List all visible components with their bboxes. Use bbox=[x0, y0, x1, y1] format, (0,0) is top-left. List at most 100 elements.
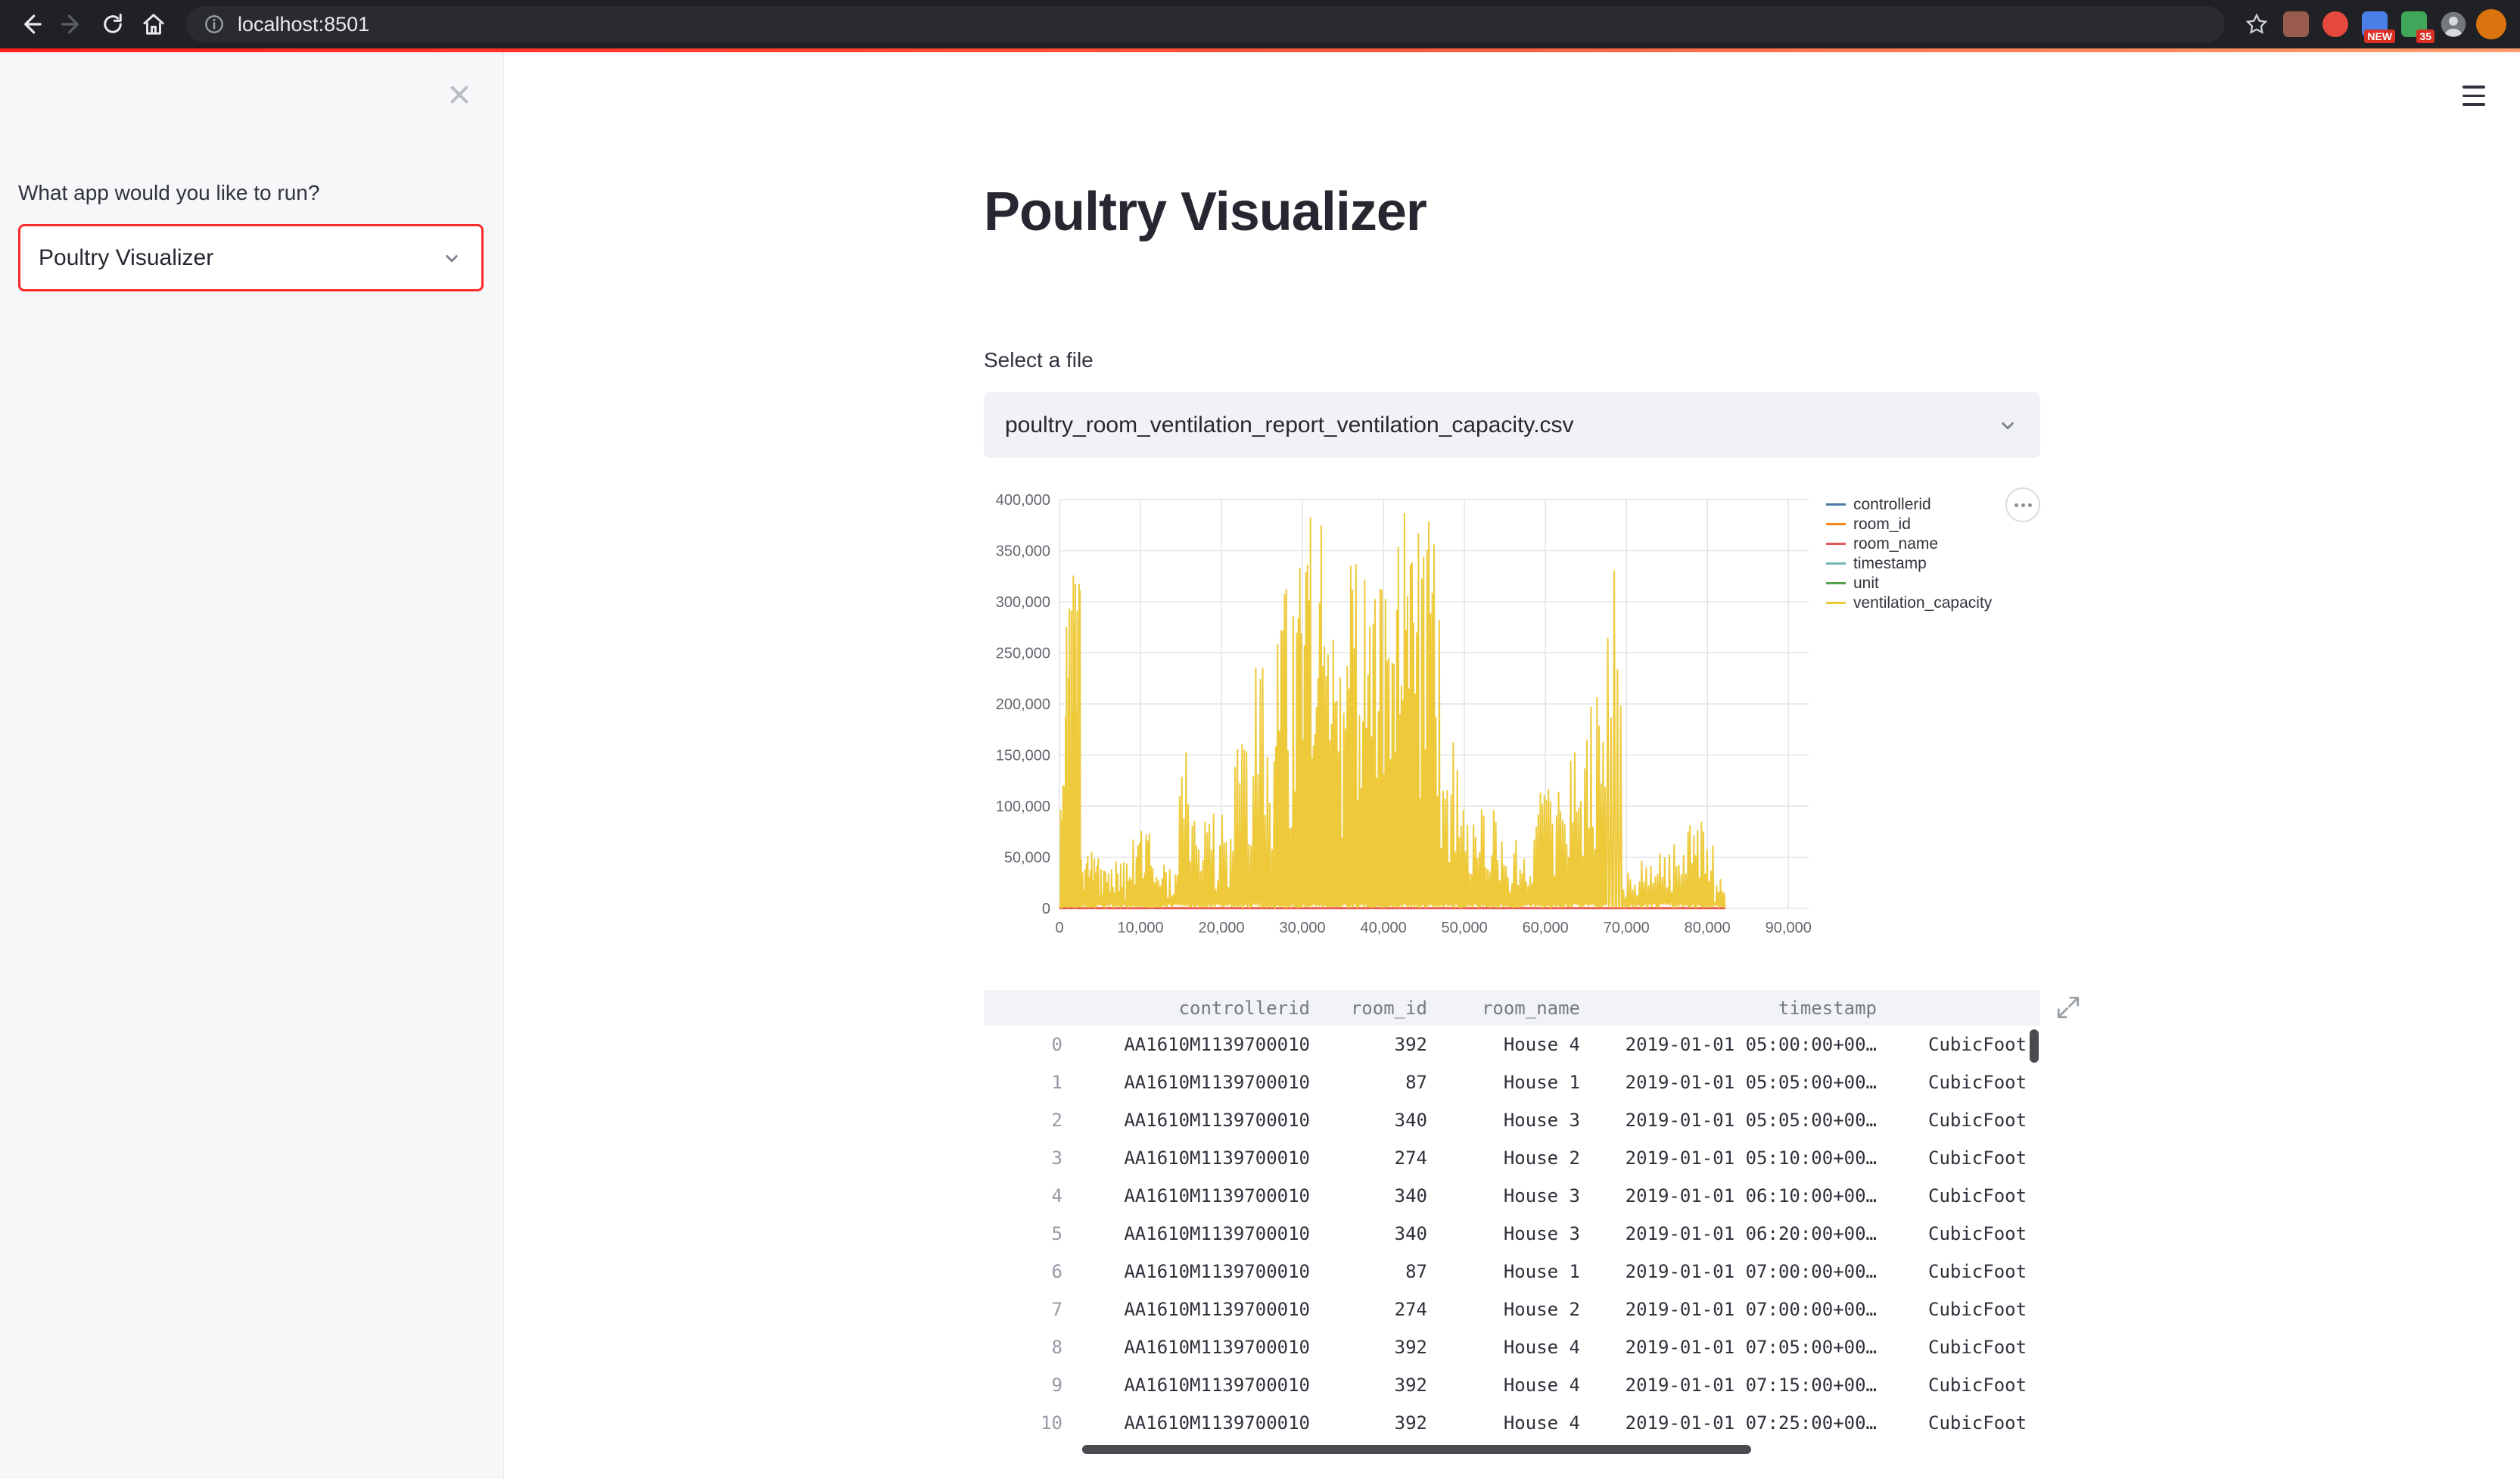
table-cell: CubicFoot bbox=[1928, 1185, 2027, 1207]
column-header: timestamp bbox=[1586, 990, 1883, 1026]
table-row: 1 AA1610M1139700010 87 House 1 2019-01-01 05… bbox=[984, 1063, 2040, 1101]
table-cell: CubicFoot bbox=[1928, 1261, 2027, 1283]
table-cell: 392 bbox=[1394, 1337, 1427, 1359]
account-avatar-orange[interactable] bbox=[2476, 9, 2506, 39]
table-row: 3 AA1610M1139700010 274 House 2 2019-01-01 0… bbox=[984, 1139, 2040, 1177]
legend-item: room_id bbox=[1826, 515, 1992, 533]
vertical-scrollbar-thumb[interactable] bbox=[2030, 1029, 2039, 1063]
extension-red-button[interactable] bbox=[2319, 8, 2352, 41]
column-header bbox=[984, 990, 1082, 1026]
table-cell: 2019-01-01 05:00:00+00… bbox=[1625, 1034, 1877, 1056]
extension-green-button[interactable]: 35 bbox=[2397, 8, 2434, 43]
table-cell: 1 bbox=[1051, 1072, 1062, 1094]
app-selectbox[interactable]: Poultry Visualizer bbox=[18, 224, 484, 291]
table-cell: 7 bbox=[1051, 1299, 1062, 1321]
table-cell: House 1 bbox=[1503, 1261, 1580, 1283]
table-cell: AA1610M1139700010 bbox=[1124, 1412, 1310, 1434]
back-button[interactable] bbox=[14, 7, 48, 42]
table-cell: 5 bbox=[1051, 1223, 1062, 1245]
url-bar[interactable]: localhost:8501 bbox=[186, 6, 2225, 42]
svg-text:30,000: 30,000 bbox=[1279, 920, 1325, 936]
svg-text:150,000: 150,000 bbox=[996, 748, 1050, 764]
legend-item: room_name bbox=[1826, 534, 1992, 553]
forward-button[interactable] bbox=[54, 7, 89, 42]
svg-text:0: 0 bbox=[1055, 920, 1063, 936]
fullscreen-expand-icon bbox=[2057, 997, 2080, 1019]
table-cell: 2019-01-01 05:05:00+00… bbox=[1625, 1072, 1877, 1094]
main-menu-button[interactable] bbox=[2462, 86, 2485, 106]
table-cell: 274 bbox=[1394, 1299, 1427, 1321]
table-row: 0 AA1610M1139700010 392 House 4 2019-01-01 0… bbox=[984, 1026, 2040, 1063]
extension-blue-button[interactable]: NEW bbox=[2358, 8, 2395, 43]
svg-text:50,000: 50,000 bbox=[1004, 850, 1050, 867]
svg-text:0: 0 bbox=[1042, 901, 1050, 917]
streamlit-decoration-bar bbox=[0, 48, 2520, 52]
legend-label: controllerid bbox=[1853, 495, 1931, 513]
svg-text:90,000: 90,000 bbox=[1766, 920, 1812, 936]
chart-actions-button[interactable] bbox=[2005, 487, 2040, 523]
fullscreen-expand-button[interactable] bbox=[2055, 995, 2081, 1024]
url-text: localhost:8501 bbox=[238, 12, 370, 36]
extension-count-badge: 35 bbox=[2416, 29, 2434, 43]
table-cell: 3 bbox=[1051, 1147, 1062, 1169]
table-cell: House 3 bbox=[1503, 1110, 1580, 1132]
table-cell: CubicFoot bbox=[1928, 1412, 2027, 1434]
table-row: 10 AA1610M1139700010 392 House 4 2019-01-01 … bbox=[984, 1404, 2040, 1442]
svg-text:50,000: 50,000 bbox=[1442, 920, 1488, 936]
horizontal-scrollbar-thumb[interactable] bbox=[1082, 1445, 1751, 1455]
person-avatar-icon bbox=[2441, 11, 2466, 37]
table-row: 7 AA1610M1139700010 274 House 2 2019-01-01 0… bbox=[984, 1291, 2040, 1328]
svg-text:350,000: 350,000 bbox=[996, 543, 1050, 560]
profile-avatar-button[interactable] bbox=[2437, 8, 2470, 41]
svg-text:40,000: 40,000 bbox=[1361, 920, 1407, 936]
table-cell: AA1610M1139700010 bbox=[1124, 1185, 1310, 1207]
legend-swatch bbox=[1826, 602, 1846, 605]
ventilation-chart: 0 50,000 100,000 150,000 200,000 250,000 300,0… bbox=[984, 487, 2040, 945]
table-cell: 392 bbox=[1394, 1375, 1427, 1396]
reload-button[interactable] bbox=[95, 7, 130, 42]
reload-icon bbox=[104, 13, 122, 33]
table-cell: AA1610M1139700010 bbox=[1124, 1261, 1310, 1283]
file-selectbox[interactable]: poultry_room_ventilation_report_ventilat… bbox=[984, 392, 2040, 459]
chart-legend: controllerid room_id room_name timestamp uni… bbox=[1826, 495, 1993, 612]
bookmark-star-button[interactable] bbox=[2240, 8, 2273, 41]
table-cell: 392 bbox=[1394, 1034, 1427, 1056]
table-cell: AA1610M1139700010 bbox=[1124, 1375, 1310, 1396]
chevron-down-icon bbox=[446, 254, 458, 262]
column-header bbox=[1883, 990, 2040, 1026]
svg-text:80,000: 80,000 bbox=[1685, 920, 1731, 936]
svg-text:70,000: 70,000 bbox=[1604, 920, 1650, 936]
table-row: 6 AA1610M1139700010 87 House 1 2019-01-01 07… bbox=[984, 1253, 2040, 1291]
legend-item: unit bbox=[1826, 574, 1992, 592]
table-cell: AA1610M1139700010 bbox=[1124, 1147, 1310, 1169]
browser-chrome: localhost:8501 NEW 35 bbox=[0, 0, 2520, 48]
table-cell: CubicFoot bbox=[1928, 1337, 2027, 1359]
home-button[interactable] bbox=[136, 7, 171, 42]
legend-label: room_name bbox=[1853, 534, 1939, 553]
table-row: 2 AA1610M1139700010 340 House 3 2019-01-01 0… bbox=[984, 1101, 2040, 1139]
svg-text:60,000: 60,000 bbox=[1523, 920, 1569, 936]
table-cell: House 4 bbox=[1503, 1375, 1580, 1396]
legend-item: timestamp bbox=[1826, 555, 1992, 572]
forward-icon bbox=[61, 14, 79, 34]
table-row: 5 AA1610M1139700010 340 House 3 2019-01-01 0… bbox=[984, 1215, 2040, 1253]
table-cell: House 3 bbox=[1503, 1223, 1580, 1245]
table-cell: 2019-01-01 07:00:00+00… bbox=[1625, 1299, 1877, 1321]
table-cell: 4 bbox=[1051, 1185, 1062, 1207]
legend-swatch bbox=[1826, 523, 1846, 526]
table-cell: 2019-01-01 07:25:00+00… bbox=[1625, 1412, 1877, 1434]
table-cell: 87 bbox=[1405, 1072, 1427, 1094]
home-icon bbox=[143, 14, 164, 35]
table-cell: House 4 bbox=[1503, 1412, 1580, 1434]
info-icon bbox=[205, 15, 223, 33]
extension-brown-icon bbox=[2283, 11, 2309, 37]
svg-text:400,000: 400,000 bbox=[996, 492, 1050, 509]
table-cell: House 4 bbox=[1503, 1337, 1580, 1359]
extension-brown-button[interactable] bbox=[2279, 8, 2313, 41]
sidebar-close-button[interactable] bbox=[443, 78, 476, 111]
table-cell: House 2 bbox=[1503, 1299, 1580, 1321]
table-cell: AA1610M1139700010 bbox=[1124, 1034, 1310, 1056]
legend-label: ventilation_capacity bbox=[1853, 593, 1993, 612]
main-area: Poultry Visualizer Select a file poultry… bbox=[504, 52, 2520, 1479]
dataframe: controllerid room_id room_name timestamp 0 A… bbox=[984, 990, 2080, 1456]
